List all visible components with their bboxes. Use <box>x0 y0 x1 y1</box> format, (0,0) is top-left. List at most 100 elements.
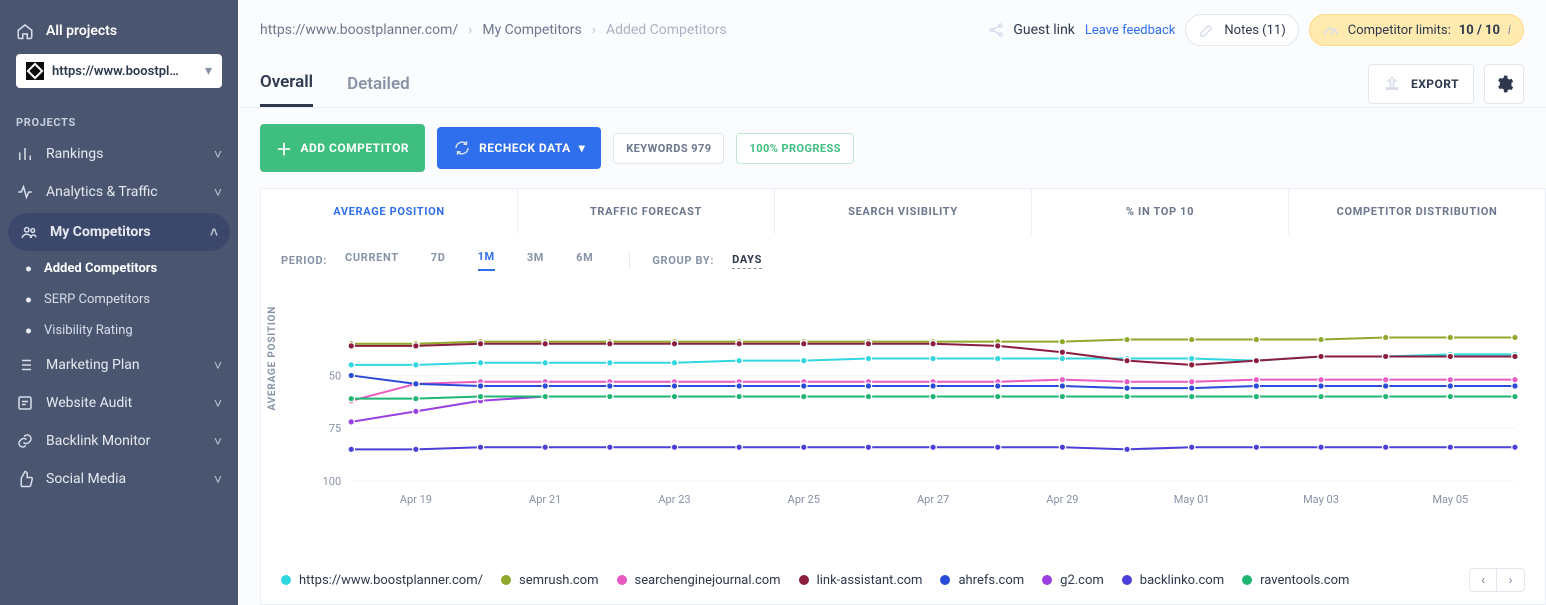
svg-text:Apr 29: Apr 29 <box>1046 493 1078 506</box>
pulse-icon <box>16 183 34 201</box>
add-competitor-button[interactable]: ＋ ADD COMPETITOR <box>260 124 425 172</box>
sidebar-item-rankings[interactable]: Rankings ˅ <box>0 135 238 173</box>
project-select[interactable]: https://www.boostpl… ▾ <box>16 54 222 88</box>
edit-icon <box>1198 21 1216 39</box>
sidebar-item-label: Marketing Plan <box>46 357 140 373</box>
sidebar-item-website-audit[interactable]: Website Audit ˅ <box>0 384 238 422</box>
chevron-down-icon: ˅ <box>214 146 222 163</box>
legend-dot <box>1242 575 1252 585</box>
all-projects-link[interactable]: All projects <box>16 16 222 46</box>
export-button[interactable]: EXPORT <box>1368 64 1474 104</box>
legend-next-button[interactable]: › <box>1497 568 1525 592</box>
group-by-value[interactable]: DAYS <box>732 253 762 269</box>
main: https://www.boostplanner.com/ › My Compe… <box>238 0 1546 605</box>
sidebar-section-label: PROJECTS <box>0 96 238 135</box>
legend-item[interactable]: raventools.com <box>1242 573 1349 588</box>
svg-text:May 03: May 03 <box>1303 493 1339 506</box>
legend-item[interactable]: link-assistant.com <box>799 573 923 588</box>
settings-button[interactable] <box>1484 64 1524 104</box>
svg-text:Apr 19: Apr 19 <box>400 493 432 506</box>
gear-icon <box>1494 74 1514 94</box>
add-competitor-label: ADD COMPETITOR <box>300 141 409 155</box>
legend-item[interactable]: backlinko.com <box>1122 573 1224 588</box>
limits-value: 10 / 10 <box>1459 23 1500 38</box>
svg-text:Apr 21: Apr 21 <box>529 493 561 506</box>
legend-item[interactable]: https://www.boostplanner.com/ <box>281 573 483 588</box>
metric-tab--in-top-[interactable]: % IN TOP 10 <box>1032 189 1289 234</box>
period-option-3m[interactable]: 3M <box>527 251 544 270</box>
period-option-1m[interactable]: 1M <box>478 250 495 271</box>
legend-label: searchenginejournal.com <box>635 573 781 588</box>
period-option-current[interactable]: CURRENT <box>345 251 399 270</box>
svg-text:75: 75 <box>329 422 341 435</box>
gauge-icon <box>1322 21 1340 39</box>
limits-label: Competitor limits: <box>1348 23 1451 38</box>
sidebar-item-label: My Competitors <box>50 224 151 240</box>
line-chart: 5075100Apr 19Apr 21Apr 23Apr 25Apr 27Apr… <box>281 281 1525 511</box>
svg-text:May 01: May 01 <box>1174 493 1210 506</box>
chevron-down-icon: ▾ <box>205 63 212 79</box>
chevron-down-icon: ˅ <box>214 184 222 201</box>
metric-tab-traffic-forecast[interactable]: TRAFFIC FORECAST <box>518 189 775 234</box>
legend-label: raventools.com <box>1260 573 1349 588</box>
legend-item[interactable]: g2.com <box>1042 573 1104 588</box>
crumb-0[interactable]: https://www.boostplanner.com/ <box>260 22 458 38</box>
divider <box>629 253 630 269</box>
legend-dot <box>940 575 950 585</box>
crumb-1[interactable]: My Competitors <box>482 22 581 38</box>
period-option-6m[interactable]: 6M <box>576 251 593 270</box>
refresh-icon <box>453 139 471 157</box>
legend-prev-button[interactable]: ‹ <box>1469 568 1497 592</box>
guest-link[interactable]: Guest link <box>987 21 1075 39</box>
bars-icon <box>16 145 34 163</box>
notes-pill[interactable]: Notes (11) <box>1185 14 1298 46</box>
all-projects-label: All projects <box>46 23 117 39</box>
breadcrumb: https://www.boostplanner.com/ › My Compe… <box>260 22 727 38</box>
legend-dot <box>1042 575 1052 585</box>
period-label: PERIOD: <box>281 254 327 267</box>
sidebar-item-analytics-traffic[interactable]: Analytics & Traffic ˅ <box>0 173 238 211</box>
legend-item[interactable]: semrush.com <box>501 573 599 588</box>
share-icon <box>987 21 1005 39</box>
chevron-down-icon: ▾ <box>579 141 586 155</box>
legend-item[interactable]: searchenginejournal.com <box>617 573 781 588</box>
sidebar-item-social-media[interactable]: Social Media ˅ <box>0 460 238 498</box>
leave-feedback-link[interactable]: Leave feedback <box>1085 23 1175 38</box>
sidebar-item-marketing-plan[interactable]: Marketing Plan ˅ <box>0 346 238 384</box>
project-favicon <box>26 62 44 80</box>
guest-link-label: Guest link <box>1013 22 1075 38</box>
sidebar-nav: Rankings ˅ Analytics & Traffic ˅ My Comp… <box>0 135 238 498</box>
metric-tabs: AVERAGE POSITIONTRAFFIC FORECASTSEARCH V… <box>260 188 1546 234</box>
svg-text:Apr 23: Apr 23 <box>658 493 690 506</box>
chevron-down-icon: ˅ <box>214 395 222 412</box>
metric-tab-search-visibility[interactable]: SEARCH VISIBILITY <box>775 189 1032 234</box>
breadcrumb-sep: › <box>468 22 472 38</box>
limits-pill[interactable]: Competitor limits: 10 / 10 i <box>1309 14 1524 46</box>
keywords-chip[interactable]: KEYWORDS 979 <box>613 133 724 164</box>
group-by-label: GROUP BY: <box>652 254 714 267</box>
sidebar: All projects https://www.boostpl… ▾ PROJ… <box>0 0 238 605</box>
link-icon <box>16 432 34 450</box>
metric-tab-competitor-distribution[interactable]: COMPETITOR DISTRIBUTION <box>1289 189 1545 234</box>
legend-item[interactable]: ahrefs.com <box>940 573 1024 588</box>
sidebar-item-my-competitors[interactable]: My Competitors ˄ <box>8 213 230 251</box>
sidebar-subitem-visibility-rating[interactable]: Visibility Rating <box>0 315 238 346</box>
metric-tab-average-position[interactable]: AVERAGE POSITION <box>261 189 518 234</box>
notes-label: Notes (11) <box>1224 23 1285 38</box>
thumb-icon <box>16 470 34 488</box>
tab-overall[interactable]: Overall <box>260 60 313 107</box>
sidebar-item-backlink-monitor[interactable]: Backlink Monitor ˅ <box>0 422 238 460</box>
list-icon <box>16 356 34 374</box>
recheck-data-button[interactable]: RECHECK DATA ▾ <box>437 127 601 169</box>
legend-dot <box>501 575 511 585</box>
svg-text:May 05: May 05 <box>1432 493 1468 506</box>
tab-detailed[interactable]: Detailed <box>347 62 410 106</box>
svg-text:50: 50 <box>329 369 341 382</box>
legend-label: backlinko.com <box>1140 573 1224 588</box>
chevron-up-icon: ˄ <box>210 224 218 241</box>
period-option-7d[interactable]: 7D <box>431 251 446 270</box>
svg-text:Apr 25: Apr 25 <box>788 493 820 506</box>
sidebar-subitem-serp-competitors[interactable]: SERP Competitors <box>0 284 238 315</box>
home-icon <box>16 22 34 40</box>
sidebar-subitem-added-competitors[interactable]: Added Competitors <box>0 253 238 284</box>
